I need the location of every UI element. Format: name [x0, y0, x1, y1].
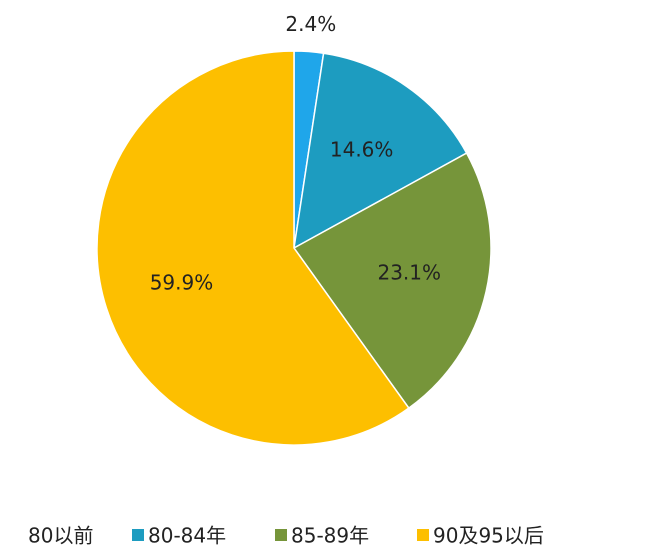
pie-slice [96, 50, 410, 446]
data-label: 14.6% [330, 138, 394, 162]
legend-label: 90及95以后 [433, 524, 544, 548]
data-label: 23.1% [377, 261, 441, 285]
legend-label: 85-89年 [291, 524, 369, 548]
legend-label: 80以前 [28, 524, 93, 548]
pie-slice [292, 152, 492, 410]
pie-slice [293, 52, 468, 250]
data-label: 2.4% [285, 12, 336, 36]
legend-marker [275, 529, 287, 541]
legend-marker [132, 529, 144, 541]
data-label: 59.9% [150, 271, 214, 295]
legend-marker [417, 529, 429, 541]
legend-label: 80-84年 [148, 524, 226, 548]
